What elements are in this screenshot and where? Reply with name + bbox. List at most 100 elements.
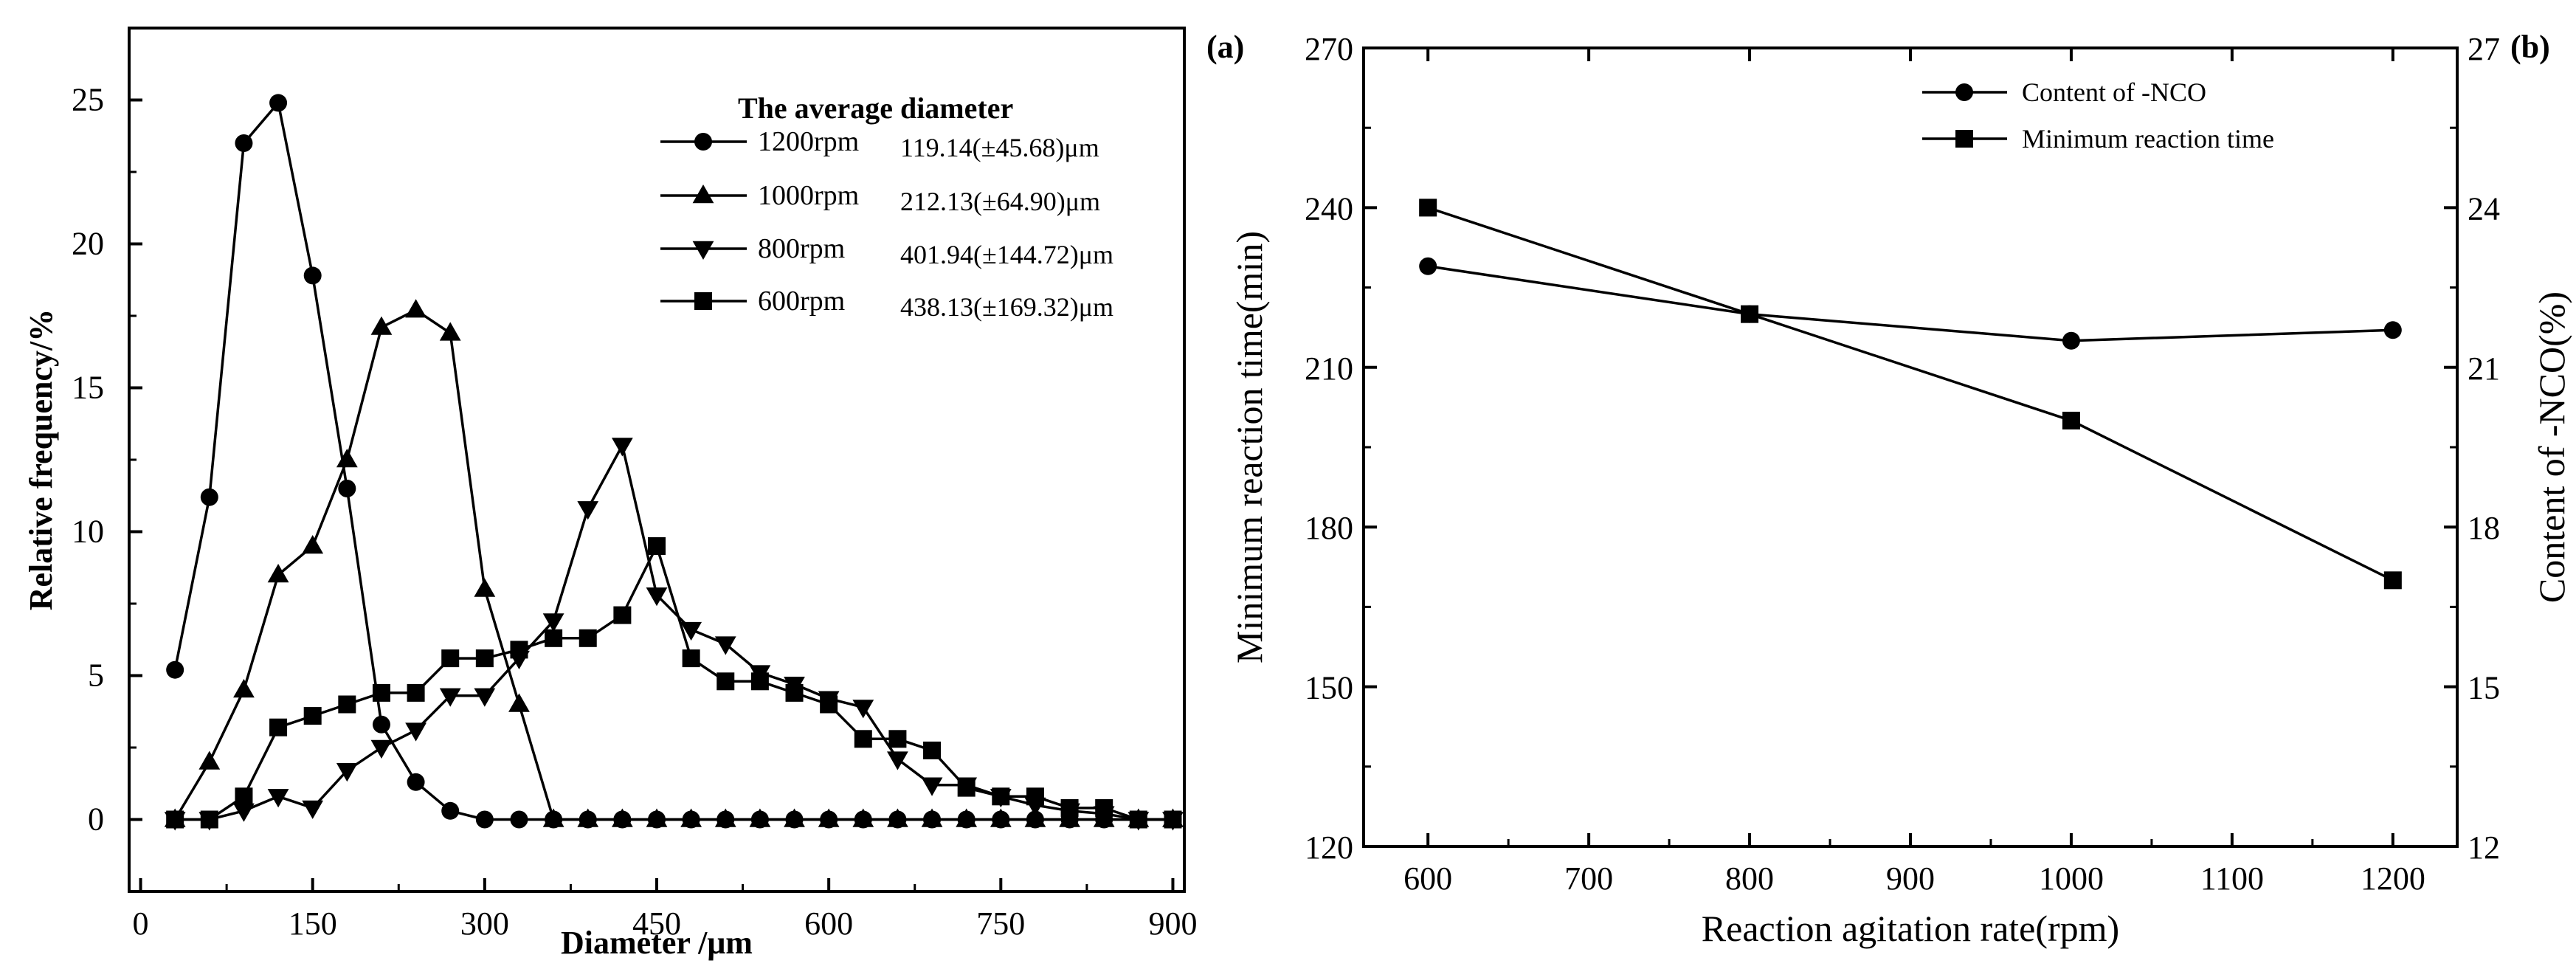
chart1-y-axis-label: Relative frequency/% [23,309,59,611]
chart1-point-600rpm [372,683,390,702]
chart1-y-tick-label: 15 [72,370,104,406]
chart1-point-1000rpm [405,299,427,318]
chart1-point-600rpm [923,741,942,759]
chart1-point-600rpm [1164,810,1182,829]
chart2-right-y-ticks: 12 15 18 21 24 27 [2444,31,2500,866]
chart1-point-600rpm [441,649,460,668]
chart1-x-tick-label: 900 [1148,905,1197,942]
chart1-point-800rpm [852,700,874,719]
chart1-point-1000rpm [577,808,599,827]
chart1-x-tick-label: 750 [976,905,1025,942]
chart1-point-600rpm [682,649,700,668]
chart2-right-y-tick-label: 12 [2468,829,2500,866]
chart1-point-600rpm [407,683,425,702]
chart1-point-1000rpm [336,449,358,468]
chart2-left-y-tick-label: 180 [1305,510,1353,546]
chart1-legend-title: The average diameter [738,92,1013,125]
chart2-legend-marker-Content of -NCO [1955,83,1973,101]
chart1-legend-name: 1000rpm [758,180,859,211]
chart1-point-600rpm [545,629,563,647]
chart1-point-800rpm [302,800,324,819]
chart2-legend-name: Minimum reaction time [2022,124,2274,153]
chart1-point-800rpm [233,803,255,822]
chart1-point-800rpm [336,763,358,782]
chart2-x-tick-label: 600 [1403,860,1452,897]
chart1-x-tick-label: 300 [460,905,509,942]
chart1-point-600rpm [613,606,632,624]
chart2-left-y-axis-label: Minimum reaction time(min) [1229,231,1270,663]
chart1-point-1200rpm [269,94,288,112]
chart1-point-600rpm [579,629,597,647]
chart1-point-1000rpm [439,322,461,341]
chart1-point-1000rpm [749,808,771,827]
chart1-legend-marker-1000rpm [692,184,714,204]
chart1-x-axis-label: Diameter /μm [561,925,753,961]
chart1-point-600rpm [200,810,218,829]
chart2-x-tick-label: 1000 [2039,860,2104,897]
chart2-point-Minimum reaction time [2383,571,2402,590]
chart1-point-1000rpm [198,750,221,770]
chart1-point-1000rpm [302,535,324,554]
chart2-right-y-tick-label: 21 [2468,351,2500,387]
chart1-y-tick-label: 10 [72,514,104,550]
chart1-legend-name: 1200rpm [758,126,859,157]
chart1-point-1000rpm [852,808,874,827]
chart-size-distribution: 0 5 10 15 20 25 0 150 300 450 600 750 900 Diameter … [23,27,1197,961]
chart1-point-1000rpm [887,808,908,827]
chart1-point-1000rpm [233,679,255,698]
chart1-point-1000rpm [680,808,702,827]
chart1-point-600rpm [750,672,769,691]
chart2-point-Minimum reaction time [1419,199,1437,217]
chart2-panel-label-b: (b) [2510,29,2550,65]
chart2-point-Content of -NCO [2062,331,2080,350]
chart1-point-600rpm [1060,798,1079,817]
chart1-point-1000rpm [956,808,978,827]
chart1-point-600rpm [957,779,976,797]
chart1-legend-average: 119.14(±45.68)μm [900,133,1099,162]
chart1-point-800rpm [577,501,599,520]
chart1-y-tick-label: 5 [88,658,104,694]
chart2-series-lines [1427,206,2394,582]
chart1-x-tick-label: 150 [289,905,337,942]
chart2-series-markers [1419,199,2402,590]
chart1-series-markers [164,94,1184,831]
chart1-legend-name: 800rpm [758,233,845,264]
chart1-point-1200rpm [303,266,322,285]
chart2-left-y-tick-label: 210 [1305,351,1353,387]
chart1-point-1000rpm [818,808,840,827]
chart2-left-y-tick-label: 150 [1305,670,1353,706]
chart2-right-y-tick-label: 15 [2468,670,2500,706]
chart1-point-1200rpm [200,488,218,506]
chart1-point-1200rpm [441,801,460,820]
chart1-point-600rpm [269,718,288,736]
chart2-legend-name: Content of -NCO [2022,77,2206,107]
chart1-x-ticks: 0 150 300 450 600 750 900 [133,878,1197,942]
chart2-right-y-tick-label: 27 [2468,31,2500,67]
chart2-x-tick-label: 900 [1886,860,1935,897]
chart2-point-Content of -NCO [1419,257,1437,275]
chart1-point-1200rpm [338,480,356,497]
chart1-point-600rpm [1026,787,1044,806]
chart1-point-600rpm [785,683,804,702]
chart2-legend: Content of -NCO Minimum reaction time [1922,77,2274,153]
chart1-point-600rpm [820,695,838,714]
chart2-x-axis-label: Reaction agitation rate(rpm) [1702,908,2119,949]
chart1-point-600rpm [166,810,184,829]
chart2-x-ticks: 600 700 800 900 1000 1100 1200 [1403,48,2425,897]
chart2-point-Content of -NCO [2383,321,2402,339]
chart1-y-ticks: 0 5 10 15 20 25 [72,82,142,838]
chart1-point-600rpm [888,730,907,748]
chart1-point-800rpm [611,438,633,457]
chart2-legend-marker-Minimum reaction time [1955,130,1973,148]
chart1-point-800rpm [439,688,461,707]
chart1-point-600rpm [235,787,253,806]
chart2-left-y-tick-label: 120 [1305,829,1353,866]
chart2-right-y-tick-label: 18 [2468,510,2500,546]
chart1-legend-marker-800rpm [692,241,714,260]
chart2-x-tick-label: 700 [1564,860,1613,897]
chart1-point-1000rpm [714,808,736,827]
chart1-x-tick-label: 600 [804,905,853,942]
chart1-point-1000rpm [990,808,1012,827]
chart1-point-600rpm [648,537,666,555]
chart2-right-y-axis-label: Content of -NCO(%) [2531,291,2572,603]
